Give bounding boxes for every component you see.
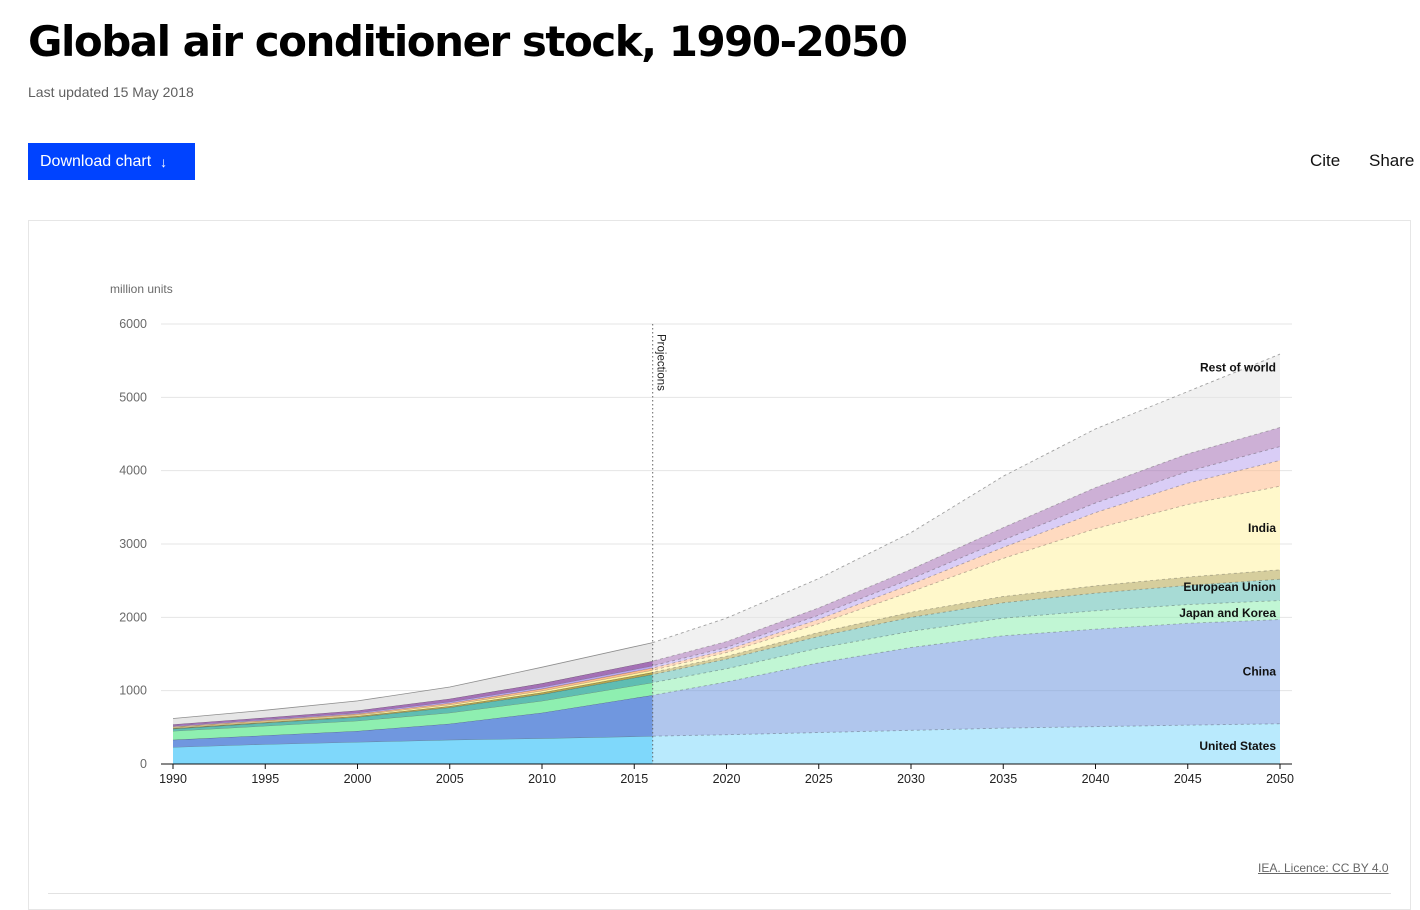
series-rest-of-world-line-projection <box>652 353 1281 644</box>
series-label: India <box>1248 521 1276 535</box>
x-tick-label: 2050 <box>1266 772 1294 786</box>
y-tick-label: 1000 <box>119 684 147 698</box>
y-tick-label: 5000 <box>119 390 147 404</box>
source-licence-link[interactable]: IEA. Licence: CC BY 4.0 <box>1258 861 1389 875</box>
series-label: China <box>1243 665 1277 679</box>
x-tick-label: 2030 <box>897 772 925 786</box>
y-tick-label: 2000 <box>119 610 147 624</box>
projection-label: Projections <box>655 334 667 391</box>
series-india-line-history <box>172 669 653 728</box>
series-rest-of-world-area-history <box>173 642 653 725</box>
page-title: Global air conditioner stock, 1990-2050 <box>28 17 908 66</box>
x-tick-label: 1995 <box>251 772 279 786</box>
series-united-states-area-projection <box>652 723 1280 764</box>
y-axis-label: million units <box>110 282 173 296</box>
y-tick-label: 0 <box>140 757 147 771</box>
x-tick-label: 2040 <box>1082 772 1110 786</box>
series-label: European Union <box>1183 580 1276 594</box>
x-tick-label: 2025 <box>805 772 833 786</box>
x-tick-label: 2000 <box>344 772 372 786</box>
series-label: United States <box>1199 739 1276 753</box>
chart-svg: million units 0 1000 2000 3000 4000 5000 6000 Un… <box>110 282 1294 786</box>
series-other-4-area-projection <box>652 569 1280 675</box>
x-tick-label: 2005 <box>436 772 464 786</box>
series-rest-of-world-line-history <box>172 642 653 719</box>
series-united-states-area-history <box>173 736 653 764</box>
series-other-8-area-projection <box>652 427 1280 666</box>
chart-container: million units 0 1000 2000 3000 4000 5000 6000 Un… <box>28 220 1411 910</box>
series-european-union-area-projection <box>652 579 1280 683</box>
series-japan-and-korea-area-history <box>173 682 653 740</box>
series-india-area-projection <box>652 486 1280 673</box>
series-rest-of-world-area-projection <box>652 354 1280 661</box>
x-tick-label: 2015 <box>620 772 648 786</box>
bottom-divider <box>48 893 1391 894</box>
arrow-down-icon: ↓ <box>160 153 168 170</box>
cite-link[interactable]: Cite <box>1310 151 1341 170</box>
y-tick-label: 4000 <box>119 464 147 478</box>
series-japan-and-korea-area-projection <box>652 600 1280 696</box>
x-tick-label: 1990 <box>159 772 187 786</box>
x-tick-label: 2035 <box>989 772 1017 786</box>
y-tick-label: 3000 <box>119 537 147 551</box>
x-tick-label: 2010 <box>528 772 556 786</box>
series-other-6-area-projection <box>652 460 1280 671</box>
download-chart-button[interactable]: Download chart ↓ <box>28 143 195 180</box>
series-china-area-projection <box>652 619 1280 737</box>
series-other-7-area-projection <box>652 446 1280 668</box>
x-tick-label: 2020 <box>713 772 741 786</box>
x-tick-label: 2045 <box>1174 772 1202 786</box>
series-label: Rest of world <box>1200 360 1276 374</box>
download-chart-label: Download chart <box>40 152 152 170</box>
share-link[interactable]: Share <box>1369 151 1415 170</box>
y-tick-label: 6000 <box>119 317 147 331</box>
last-updated: Last updated 15 May 2018 <box>28 84 194 100</box>
series-label: Japan and Korea <box>1179 606 1276 620</box>
